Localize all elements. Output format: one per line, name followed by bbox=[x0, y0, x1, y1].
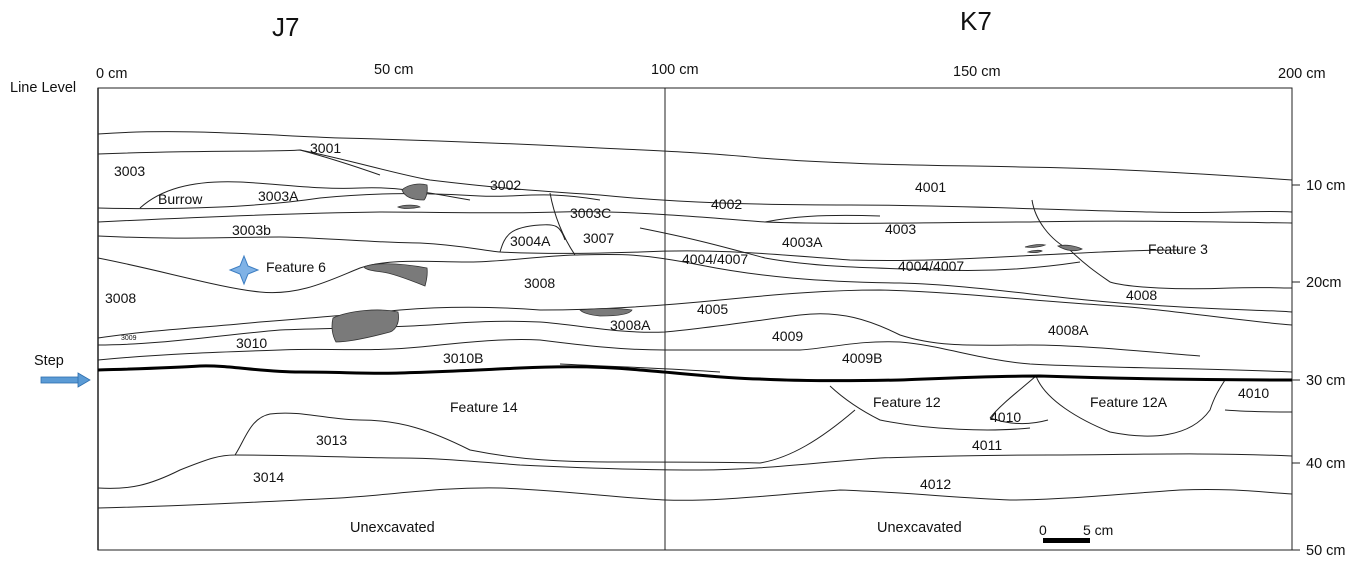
layer-label: 4009B bbox=[842, 350, 882, 366]
layer-label: 4010 bbox=[1238, 385, 1269, 401]
top-scale-label: 200 cm bbox=[1278, 66, 1326, 82]
step-arrow-icon bbox=[40, 372, 91, 388]
layer-boundaries bbox=[97, 131, 1293, 509]
layer-label: 4003A bbox=[782, 234, 823, 250]
layer-label: 3003C bbox=[570, 205, 611, 221]
layer-label: Feature 3 bbox=[1148, 241, 1208, 257]
unit-label-k7: K7 bbox=[960, 6, 992, 36]
top-scale-label: 50 cm bbox=[374, 62, 414, 78]
layer-label: 3008 bbox=[524, 275, 555, 291]
layer-label: Feature 14 bbox=[450, 399, 518, 415]
layer-label: Unexcavated bbox=[350, 520, 435, 536]
step-label: Step bbox=[34, 353, 64, 369]
top-scale-label: 100 cm bbox=[651, 62, 699, 78]
feature-6-star-icon bbox=[228, 254, 260, 286]
layer-label: 4010 bbox=[990, 409, 1021, 425]
depth-ticks bbox=[1292, 184, 1300, 551]
layer-label: 4004/4007 bbox=[682, 251, 748, 267]
depth-label: 10 cm bbox=[1306, 178, 1346, 194]
depth-label: 50 cm bbox=[1306, 543, 1346, 559]
layer-label: Feature 6 bbox=[266, 259, 326, 275]
layer-label: 3010B bbox=[443, 350, 483, 366]
layer-label: 4002 bbox=[711, 196, 742, 212]
layer-label: 4001 bbox=[915, 179, 946, 195]
layer-label: 4008A bbox=[1048, 322, 1089, 338]
scale-bar-end: 5 cm bbox=[1083, 522, 1113, 538]
layer-label: 4009 bbox=[772, 328, 803, 344]
top-scale-label: 0 cm bbox=[96, 66, 127, 82]
layer-label: 3009 bbox=[121, 335, 137, 342]
scale-bar bbox=[1043, 538, 1090, 543]
unit-label-j7: J7 bbox=[272, 12, 299, 42]
layer-label: 4011 bbox=[972, 437, 1002, 453]
layer-label: 3003 bbox=[114, 163, 145, 179]
layer-label: Unexcavated bbox=[877, 520, 962, 536]
layer-label: 3013 bbox=[316, 432, 347, 448]
layer-label: 3004A bbox=[510, 233, 551, 249]
depth-label: 30 cm bbox=[1306, 373, 1346, 389]
layer-label: 3008 bbox=[105, 290, 136, 306]
layer-label: 3014 bbox=[253, 469, 284, 485]
layer-label: Feature 12 bbox=[873, 394, 941, 410]
layer-label: 3001 bbox=[310, 140, 341, 156]
layer-label: Burrow bbox=[158, 191, 203, 207]
layer-label: 4003 bbox=[885, 221, 916, 237]
layer-label: 4004/4007 bbox=[898, 258, 964, 274]
layer-label: 4012 bbox=[920, 476, 951, 492]
layer-label: 3003A bbox=[258, 188, 299, 204]
layer-label: 3003b bbox=[232, 222, 271, 238]
line-level-label: Line Level bbox=[10, 80, 76, 96]
layer-label: 3010 bbox=[236, 335, 267, 351]
layer-label: Feature 12A bbox=[1090, 394, 1168, 410]
layer-label: 3002 bbox=[490, 177, 521, 193]
layer-label: 4005 bbox=[697, 301, 728, 317]
scale-bar-start: 0 bbox=[1039, 522, 1047, 538]
depth-label: 20cm bbox=[1306, 275, 1341, 291]
top-scale-label: 150 cm bbox=[953, 64, 1001, 80]
layer-label: 4008 bbox=[1126, 287, 1157, 303]
depth-label: 40 cm bbox=[1306, 456, 1346, 472]
step-horizon-line bbox=[97, 364, 1293, 383]
layer-label: 3008A bbox=[610, 317, 651, 333]
layer-label: 3007 bbox=[583, 230, 614, 246]
stones bbox=[331, 183, 1083, 343]
